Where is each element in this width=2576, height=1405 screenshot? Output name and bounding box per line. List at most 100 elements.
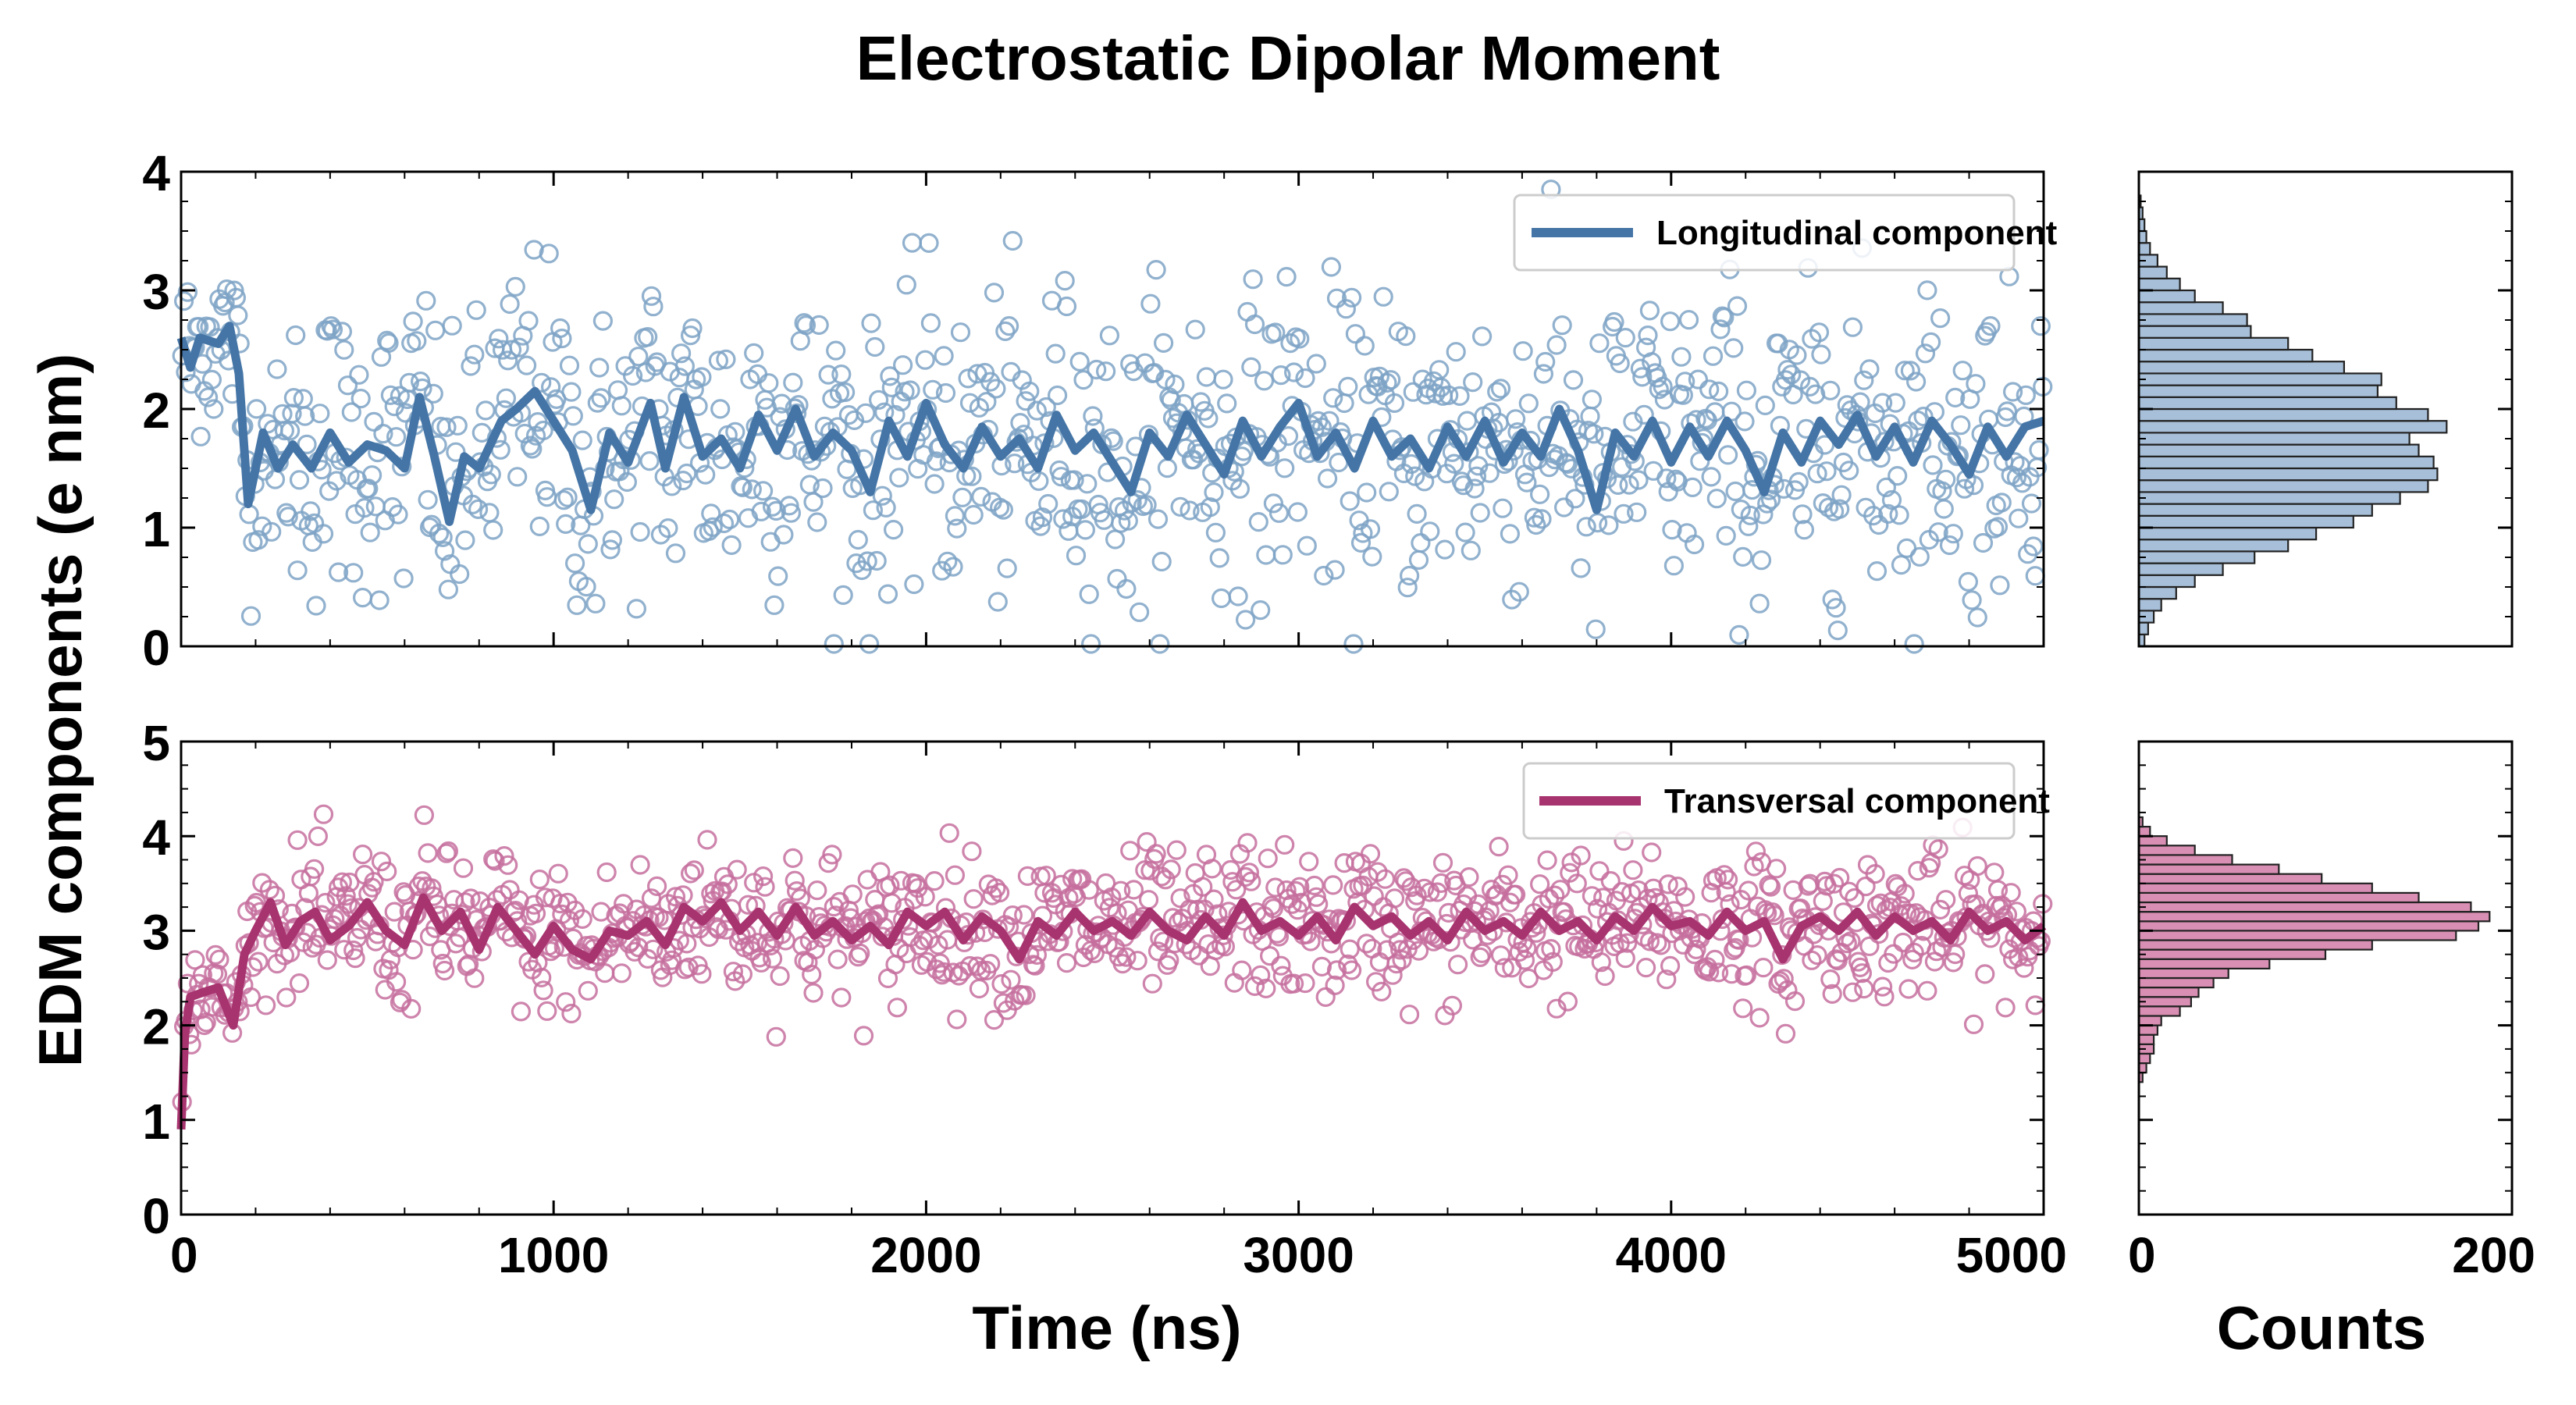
data-point <box>1727 296 1748 316</box>
data-point <box>1775 1023 1796 1044</box>
histogram-bar <box>2137 1005 2181 1017</box>
y-tick-label: 4 <box>142 145 170 201</box>
data-point <box>522 439 543 459</box>
data-point <box>883 519 904 540</box>
data-point <box>1815 435 1835 455</box>
data-point <box>1906 372 1927 392</box>
data-point <box>485 851 505 871</box>
data-point <box>617 471 638 493</box>
data-point <box>1375 869 1396 889</box>
data-point <box>1567 873 1587 894</box>
data-point <box>1470 503 1490 523</box>
y-tick-label: 3 <box>142 904 170 960</box>
data-point <box>429 523 450 544</box>
data-point <box>1725 481 1745 502</box>
data-point <box>701 503 721 524</box>
histogram-bar <box>2137 621 2149 635</box>
data-point <box>1505 884 1526 905</box>
data-point <box>589 357 610 378</box>
data-point <box>446 442 466 462</box>
data-point <box>822 845 842 865</box>
data-point <box>1822 984 1842 1005</box>
data-point <box>986 878 1006 898</box>
data-point <box>587 393 607 413</box>
data-point <box>377 330 397 350</box>
histogram-bar <box>2137 863 2280 875</box>
histogram-bar <box>2137 1015 2162 1026</box>
data-point <box>2006 902 2026 922</box>
data-point <box>947 518 967 539</box>
data-point <box>287 560 308 581</box>
data-point <box>240 987 262 1008</box>
data-point <box>764 595 785 615</box>
data-point <box>853 1026 874 1046</box>
data-point <box>1183 450 1204 470</box>
data-point <box>1019 381 1040 401</box>
data-point <box>697 830 717 850</box>
data-point <box>322 319 343 340</box>
data-point <box>354 497 375 518</box>
data-point <box>1239 863 1260 883</box>
data-point <box>1111 880 1131 901</box>
data-point <box>1545 449 1565 470</box>
data-point <box>567 595 587 615</box>
data-point <box>1718 870 1738 890</box>
data-point <box>267 359 287 379</box>
data-point <box>1584 424 1604 444</box>
data-point <box>1651 935 1671 955</box>
data-point <box>1915 343 1936 364</box>
data-point <box>1533 364 1554 384</box>
data-point <box>824 634 844 654</box>
data-point <box>1377 372 1397 393</box>
data-point <box>997 558 1017 578</box>
data-point <box>762 948 783 969</box>
data-point <box>418 843 438 863</box>
data-point <box>826 340 846 361</box>
data-point <box>1116 947 1137 967</box>
data-point <box>1243 269 1263 290</box>
data-point <box>2021 493 2042 514</box>
x-tick-label: 2000 <box>870 1227 981 1283</box>
data-point <box>766 500 786 521</box>
data-point <box>751 501 771 522</box>
data-point <box>662 950 682 970</box>
data-point <box>1710 319 1731 340</box>
data-point <box>744 343 764 363</box>
data-point <box>727 859 747 880</box>
data-point <box>638 948 658 969</box>
data-point <box>1396 871 1416 891</box>
x-axis-label: Time (ns) <box>972 1293 1241 1362</box>
histogram-bar <box>2137 526 2318 541</box>
data-point <box>518 311 539 331</box>
data-point <box>891 870 911 891</box>
histogram-bar <box>2137 562 2224 576</box>
data-point <box>1663 556 1684 576</box>
data-point <box>934 346 954 366</box>
data-point <box>802 964 822 985</box>
data-point <box>2023 536 2044 557</box>
data-point <box>1990 575 2010 596</box>
data-point <box>1967 855 1987 877</box>
data-point <box>1889 505 1909 525</box>
data-point <box>1379 482 1399 502</box>
data-point <box>732 964 753 984</box>
histogram-bar <box>2137 574 2196 589</box>
data-point <box>358 478 379 499</box>
data-point <box>1936 469 1956 489</box>
data-point <box>1278 425 1299 446</box>
data-point <box>1576 517 1596 537</box>
data-point <box>1336 299 1357 319</box>
data-point <box>1343 634 1364 654</box>
data-point <box>1898 979 1919 999</box>
data-point <box>1323 388 1343 408</box>
data-point <box>1923 455 1943 475</box>
data-point <box>2001 883 2021 903</box>
data-point <box>524 240 544 260</box>
data-point <box>980 954 1001 974</box>
data-point <box>1457 411 1478 431</box>
histogram-bar <box>2137 1024 2158 1036</box>
data-point <box>1627 502 1647 522</box>
data-point <box>1157 457 1178 478</box>
data-point <box>340 872 360 893</box>
data-point <box>1749 593 1770 614</box>
